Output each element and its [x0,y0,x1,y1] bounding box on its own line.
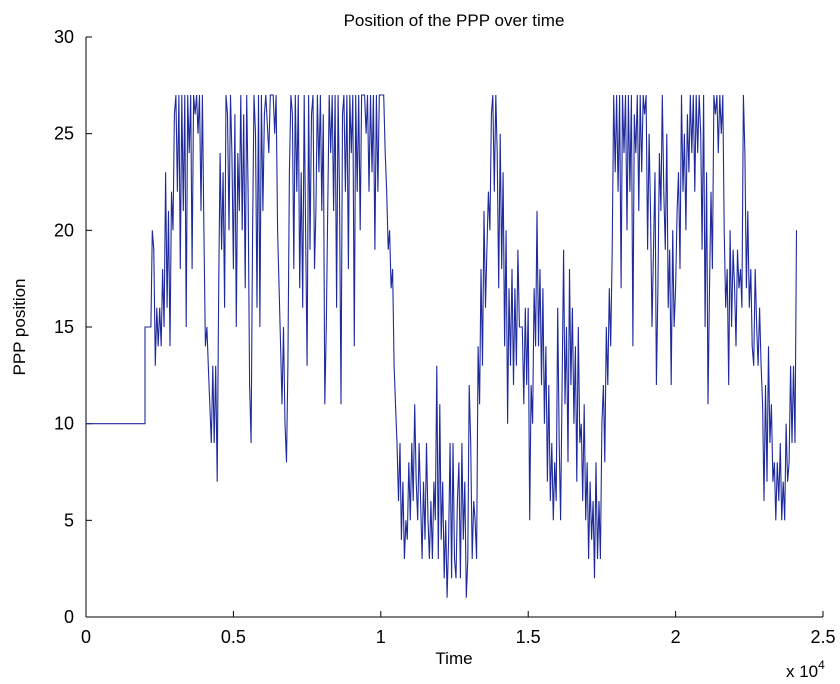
x-axis-multiplier: x 104 [786,658,825,681]
chart-title: Position of the PPP over time [344,11,565,30]
x-tick-label: 0 [81,627,91,647]
x-multiplier-exponent: 4 [818,658,825,672]
y-tick-label: 10 [54,414,74,434]
x-axis-ticks: 0 0.5 1 1.5 2 2.5 [81,611,836,647]
x-tick-label: 2.5 [810,627,835,647]
x-multiplier-base: x 10 [786,662,818,681]
y-tick-label: 25 [54,124,74,144]
x-tick-label: 0.5 [221,627,246,647]
x-axis-label: Time [435,649,472,668]
x-tick-label: 2 [671,627,681,647]
series-line-0 [86,94,798,598]
y-axis-label: PPP position [10,278,29,375]
y-tick-label: 0 [64,607,74,627]
x-tick-label: 1.5 [516,627,541,647]
y-tick-label: 5 [64,510,74,530]
y-tick-label: 20 [54,220,74,240]
x-tick-label: 1 [376,627,386,647]
series-layer [86,94,798,598]
y-tick-label: 15 [54,317,74,337]
y-axis-ticks: 0 5 10 15 20 25 30 [54,27,92,627]
y-tick-label: 30 [54,27,74,47]
